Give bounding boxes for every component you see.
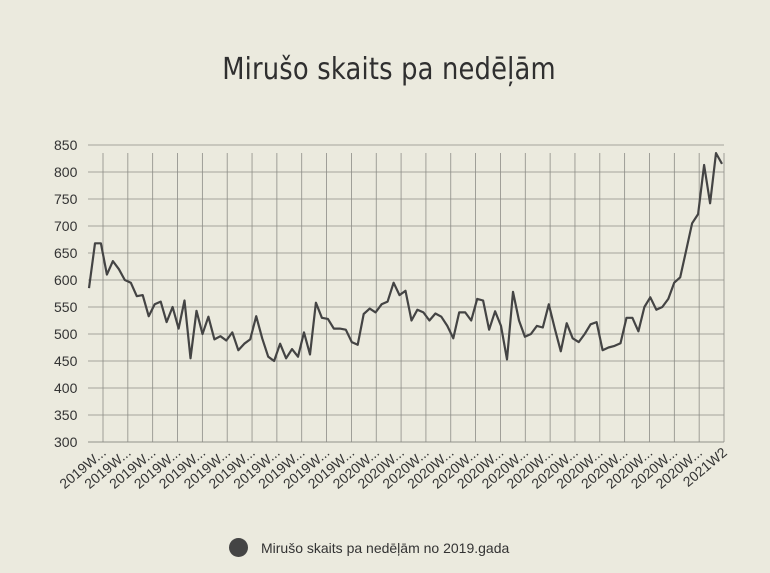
y-tick-label: 600 [54,272,78,288]
y-tick-label: 700 [54,218,78,234]
y-tick-label: 650 [54,245,78,261]
y-tick-label: 350 [54,407,78,423]
y-axis-ticks: 300 350 400 450 500 550 600 650 700 750 800 850 [54,137,78,450]
series-line [87,152,723,363]
chart-title: Mirušo skaits pa nedēļām [222,52,556,87]
grid-lines [88,144,725,443]
y-tick-label: 550 [54,299,78,315]
legend-label: Mirušo skaits pa nedēļām no 2019.gada [261,539,510,556]
series-layer [87,152,723,363]
y-tick-label: 300 [54,434,78,450]
legend: Mirušo skaits pa nedēļām no 2019.gada [229,538,509,557]
legend-marker [229,538,248,557]
y-tick-label: 850 [54,137,78,153]
y-tick-label: 500 [54,326,78,342]
y-tick-label: 750 [54,191,78,207]
y-tick-label: 400 [54,380,78,396]
x-axis-ticks: 2019W...2019W...2019W...2019W...2019W...… [56,444,730,492]
y-tick-label: 450 [54,353,78,369]
y-tick-label: 800 [54,164,78,180]
